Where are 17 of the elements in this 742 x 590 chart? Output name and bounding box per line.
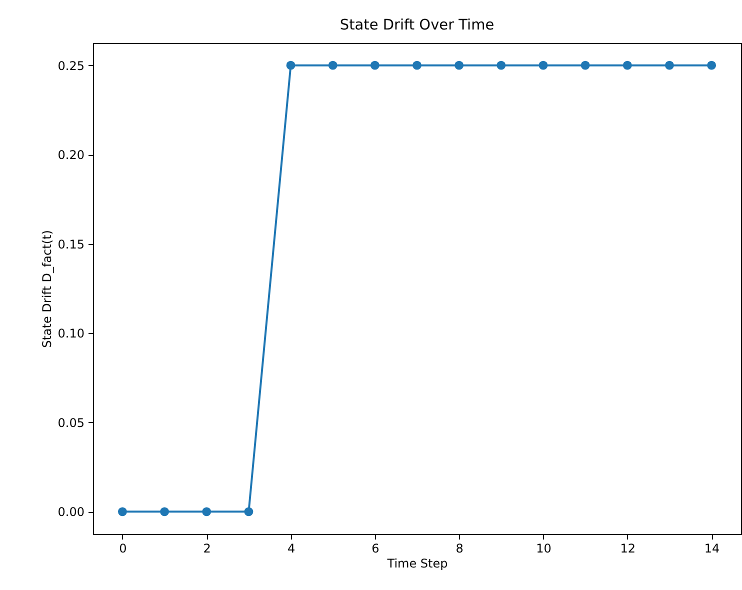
y-tick-label: 0.00 [58, 505, 84, 520]
x-tick-label: 6 [372, 542, 380, 556]
x-tick-label: 2 [203, 542, 211, 556]
y-tick-label: 0.20 [58, 148, 84, 162]
y-tick-label: 0.15 [58, 237, 84, 252]
y-tick-label: 0.25 [58, 58, 84, 73]
y-tick-label: 0.10 [58, 326, 84, 341]
x-tick-label: 0 [119, 542, 127, 556]
x-tick-label: 8 [456, 542, 464, 556]
x-tick-label: 12 [620, 542, 636, 556]
x-tick-label: 10 [536, 542, 552, 556]
x-tick-label: 4 [287, 542, 296, 556]
y-axis-title: State Drift D_fact(t) [40, 230, 54, 348]
x-tick-label: 14 [704, 542, 720, 556]
chart-title: State Drift Over Time [340, 18, 494, 34]
x-axis-title: Time Step [386, 556, 448, 570]
y-tick-label: 0.05 [58, 416, 84, 430]
